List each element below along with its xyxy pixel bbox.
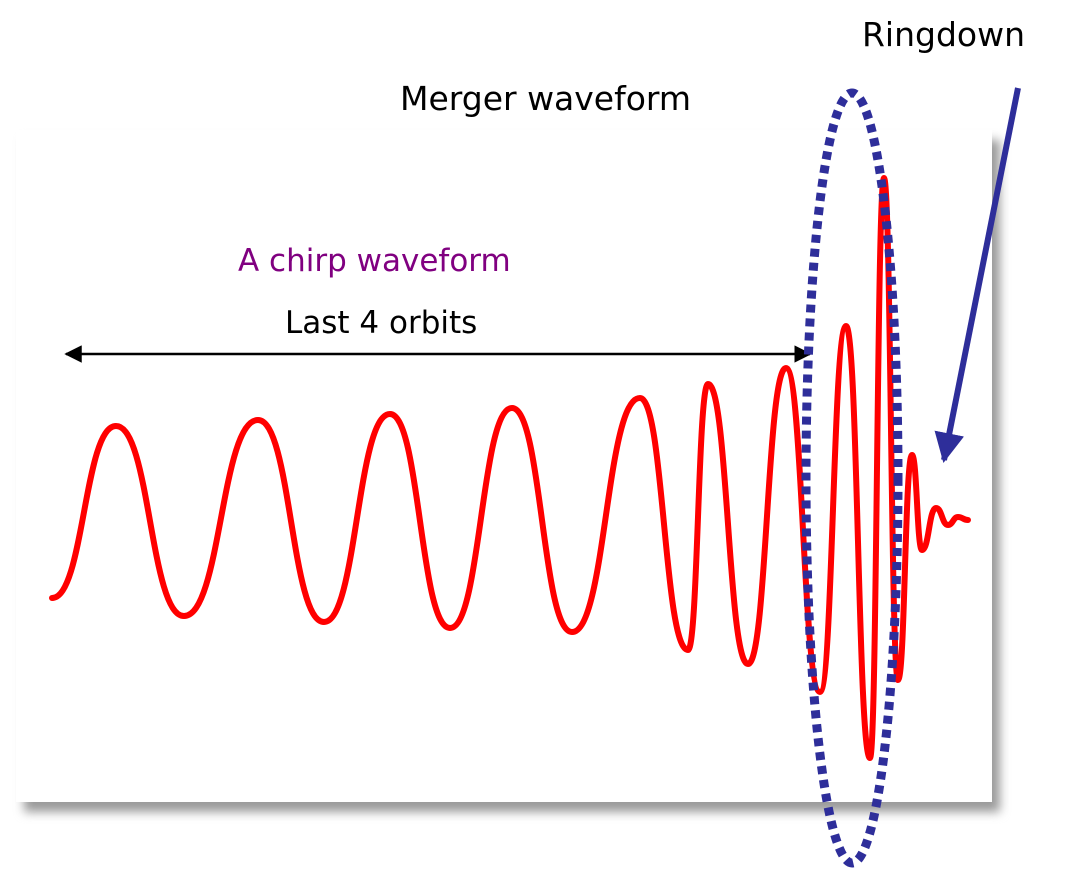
waveform-panel: [16, 130, 992, 802]
chirp-waveform-label: A chirp waveform: [238, 243, 511, 279]
ringdown-arrow: [934, 87, 1021, 463]
last-orbits-label: Last 4 orbits: [285, 305, 478, 341]
chirp-waveform-curve: [49, 175, 971, 761]
merger-waveform-label: Merger waveform: [400, 79, 692, 118]
merger-ellipse: [801, 88, 903, 868]
ringdown-label: Ringdown: [862, 15, 1026, 54]
